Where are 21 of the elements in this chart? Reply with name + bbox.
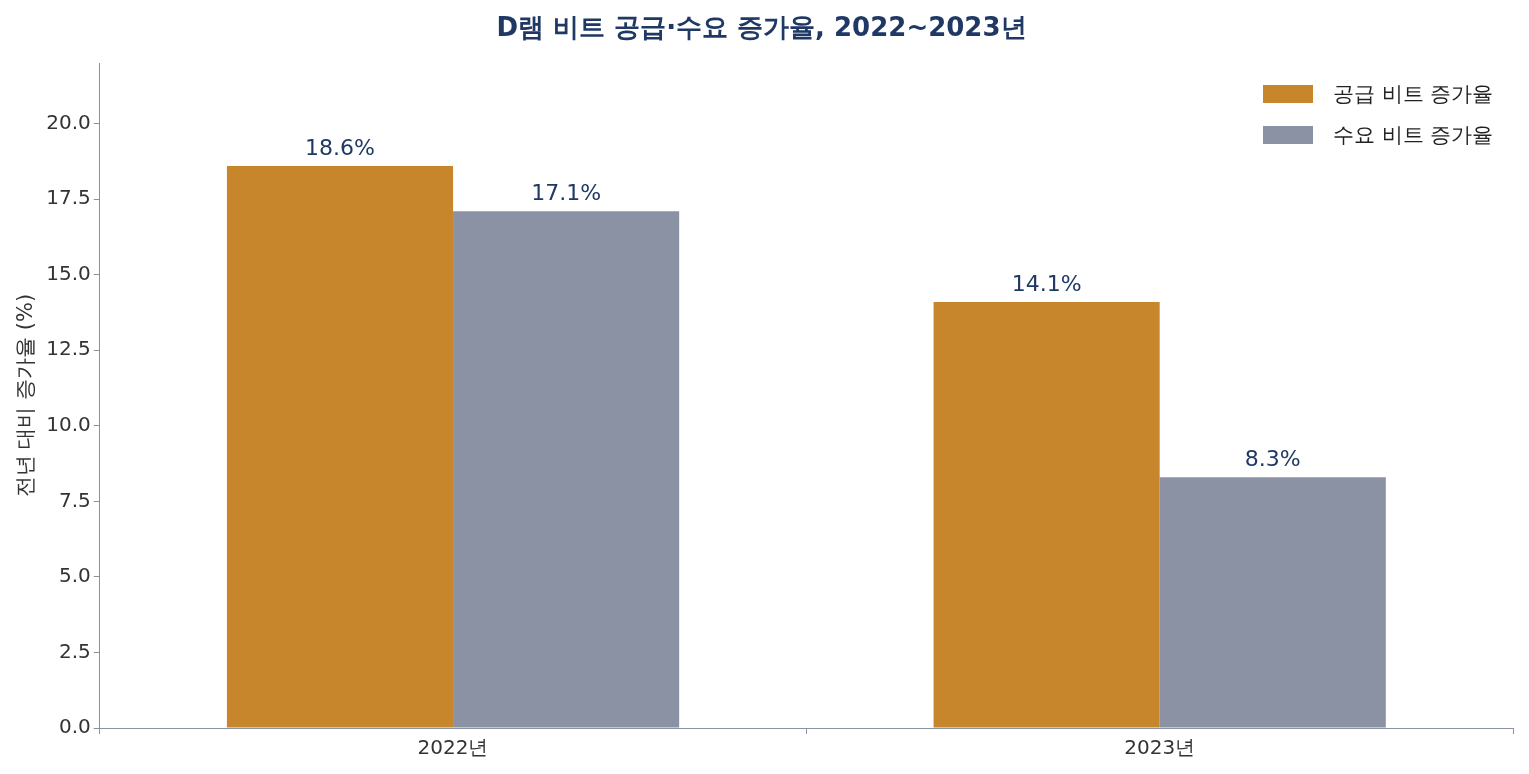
bar xyxy=(933,301,1160,728)
x-tick-label: 2023년 xyxy=(1124,735,1196,760)
y-axis-title: 전년 대비 증가율 (%) xyxy=(13,293,38,498)
legend-label: 공급 비트 증가율 xyxy=(1333,82,1494,107)
chart-title: D램 비트 공급·수요 증가율, 2022~2023년 xyxy=(496,12,1027,43)
y-tick-label: 7.5 xyxy=(58,487,91,512)
data-label: 17.1% xyxy=(531,179,602,205)
y-tick-label: 15.0 xyxy=(46,260,91,285)
y-tick-label: 17.5 xyxy=(46,185,91,210)
y-tick-label: 20.0 xyxy=(46,109,91,134)
data-label: 8.3% xyxy=(1244,445,1301,471)
x-tick-label: 2022년 xyxy=(417,735,489,760)
data-label: 14.1% xyxy=(1011,270,1082,296)
legend-label: 수요 비트 증가율 xyxy=(1333,123,1494,148)
y-tick-label: 10.0 xyxy=(46,412,91,437)
y-tick-label: 5.0 xyxy=(58,563,91,588)
data-label: 18.6% xyxy=(305,134,375,160)
bar xyxy=(226,165,454,728)
y-tick-label: 0.0 xyxy=(58,714,91,739)
y-tick-label: 2.5 xyxy=(58,638,91,663)
y-tick-label: 12.5 xyxy=(46,336,91,361)
